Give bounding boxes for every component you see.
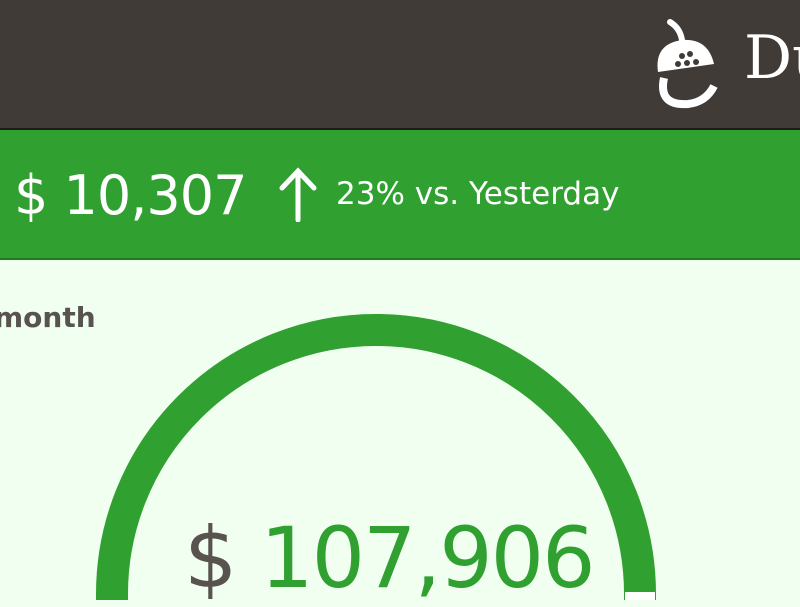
top-bar: Du <box>0 0 800 130</box>
month-amount: 107,906 <box>260 509 595 607</box>
daily-change: 23% vs. Yesterday <box>336 176 620 212</box>
acorn-icon <box>657 19 718 109</box>
currency-symbol: $ <box>184 509 237 607</box>
gauge-ring <box>96 314 656 595</box>
gauge-ring-left-end <box>96 593 128 600</box>
arrow-up-icon <box>279 167 317 222</box>
daily-stat-bar <box>0 130 800 260</box>
month-title: month <box>0 301 96 334</box>
month-total: $ 107,906 <box>184 516 596 600</box>
brand-name: Du <box>744 23 800 93</box>
today-amount: $ 10,307 <box>14 164 247 227</box>
month-gauge <box>96 314 656 600</box>
gauge-marker <box>625 592 655 600</box>
